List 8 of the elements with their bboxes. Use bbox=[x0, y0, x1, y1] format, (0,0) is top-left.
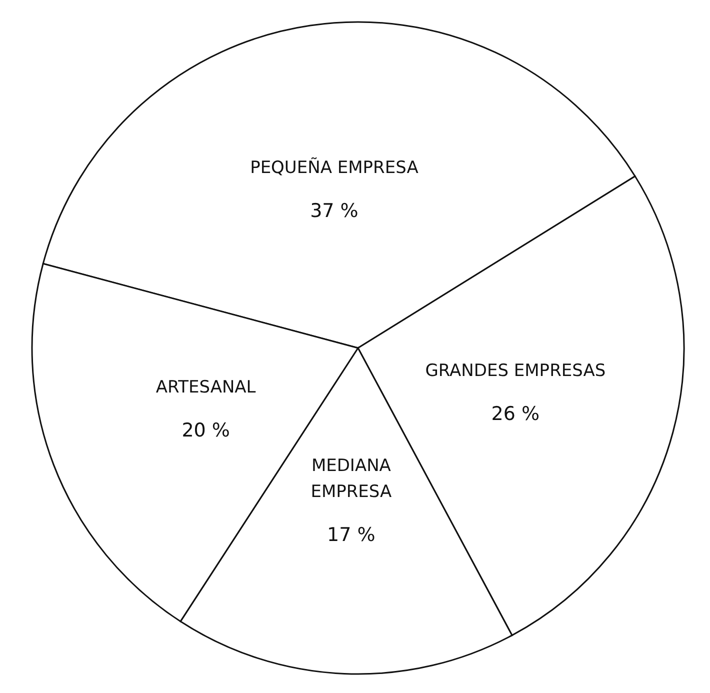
slice-label: PEQUEÑA EMPRESA bbox=[250, 156, 419, 178]
data-label: 37 % bbox=[310, 200, 358, 222]
slice-label: MEDIANA EMPRESA bbox=[310, 456, 392, 502]
slice-label: GRANDES EMPRESAS bbox=[425, 361, 606, 382]
data-label: 26 % bbox=[491, 403, 540, 426]
data-label: 17 % bbox=[327, 524, 376, 546]
slice-label: ARTESANAL bbox=[156, 377, 256, 398]
data-label: 20 % bbox=[182, 419, 230, 442]
